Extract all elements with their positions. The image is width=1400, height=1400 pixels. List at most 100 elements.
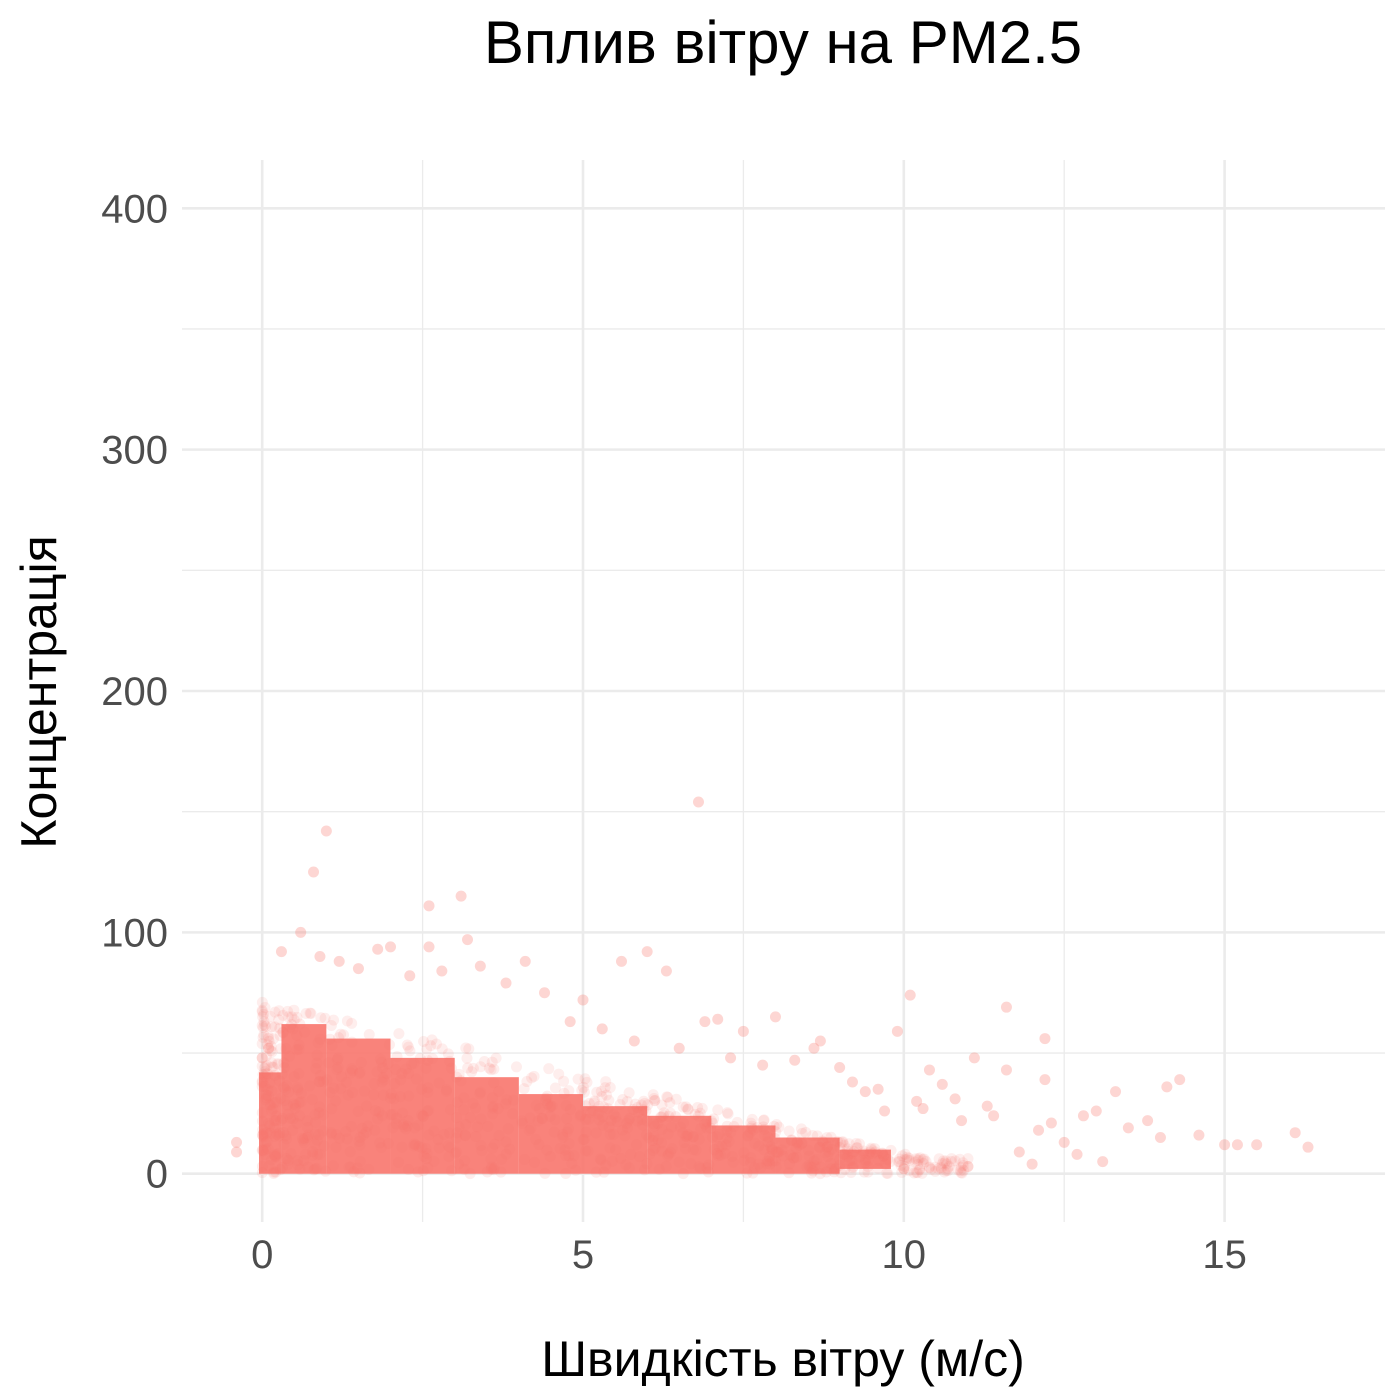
data-point [485, 1153, 497, 1165]
data-point [690, 1144, 702, 1156]
data-point [256, 1019, 268, 1031]
data-point [918, 1153, 930, 1165]
data-point [328, 1082, 340, 1094]
data-point [372, 1113, 384, 1125]
data-point [942, 1163, 954, 1175]
data-point [331, 1063, 343, 1075]
data-point [263, 1099, 275, 1111]
data-point [282, 1154, 294, 1166]
data-point [660, 965, 672, 977]
data-point [615, 955, 627, 967]
data-point [942, 1165, 954, 1177]
data-point [957, 1157, 969, 1169]
data-point [591, 1086, 603, 1098]
data-point [396, 1068, 408, 1080]
data-point [817, 1136, 829, 1148]
data-point [340, 1076, 352, 1088]
data-point [521, 1076, 533, 1088]
data-point [270, 1151, 282, 1163]
data-point [879, 1158, 891, 1170]
data-point [260, 1094, 272, 1106]
data-point [314, 1033, 326, 1045]
data-point [758, 1115, 770, 1127]
data-point [829, 1163, 841, 1175]
data-point [291, 1044, 303, 1056]
data-point [459, 1155, 471, 1167]
data-point [256, 1038, 268, 1050]
data-point [525, 1123, 537, 1135]
data-point [766, 1143, 778, 1155]
data-point [631, 1115, 643, 1127]
data-point [259, 1019, 271, 1031]
data-point [288, 1098, 300, 1110]
data-point [859, 1086, 871, 1098]
data-point [795, 1123, 807, 1135]
data-point [291, 1117, 303, 1129]
data-point [590, 1166, 602, 1178]
data-point [530, 1099, 542, 1111]
data-point [258, 1029, 270, 1041]
data-point [346, 1017, 358, 1029]
data-point [231, 1146, 243, 1158]
data-point [309, 1109, 321, 1121]
data-point [487, 1108, 499, 1120]
data-point [600, 1076, 612, 1088]
data-point [647, 1134, 659, 1146]
data-point [916, 1167, 928, 1179]
data-point [623, 1087, 635, 1099]
data-point [314, 1076, 326, 1088]
data-point [558, 1075, 570, 1087]
data-point [593, 1114, 605, 1126]
data-point [298, 1137, 310, 1149]
data-point [572, 1073, 584, 1085]
data-point [256, 1129, 268, 1141]
data-point [744, 1127, 756, 1139]
data-point [326, 1039, 338, 1051]
data-point [266, 1061, 278, 1073]
data-point [917, 1154, 929, 1166]
data-point [807, 1129, 819, 1141]
data-point [281, 1099, 293, 1111]
data-point [288, 1014, 300, 1026]
data-point [418, 1036, 430, 1048]
data-point [738, 1147, 750, 1159]
data-point [363, 1163, 375, 1175]
data-point [680, 1130, 692, 1142]
data-point [258, 1015, 270, 1027]
data-point [281, 1080, 293, 1092]
data-point [585, 1107, 597, 1119]
data-point [747, 1167, 759, 1179]
data-point [912, 1155, 924, 1167]
data-point [767, 1155, 779, 1167]
data-point [692, 796, 704, 808]
data-point [258, 1008, 270, 1020]
data-point [842, 1145, 854, 1157]
data-point [901, 1153, 913, 1165]
data-point [408, 1057, 420, 1069]
data-point [261, 1060, 273, 1072]
data-point [1251, 1139, 1263, 1151]
data-point [660, 1160, 672, 1172]
data-point [876, 1147, 888, 1159]
data-point [278, 1057, 290, 1069]
data-point [755, 1162, 767, 1174]
data-point [770, 1161, 782, 1173]
data-point [821, 1132, 833, 1144]
data-point [1058, 1136, 1070, 1148]
data-point [699, 1118, 711, 1130]
data-point [857, 1147, 869, 1159]
data-point [436, 1043, 448, 1055]
data-point [385, 1088, 397, 1100]
data-point [614, 1098, 626, 1110]
data-point [269, 1006, 281, 1018]
data-point [308, 1164, 320, 1176]
data-point [261, 1127, 273, 1139]
data-point [575, 1109, 587, 1121]
data-point [544, 1150, 556, 1162]
data-point [845, 1166, 857, 1178]
data-point [777, 1150, 789, 1162]
data-point [891, 1025, 903, 1037]
data-point [857, 1145, 869, 1157]
data-point [461, 1052, 473, 1064]
data-point [408, 1138, 420, 1150]
